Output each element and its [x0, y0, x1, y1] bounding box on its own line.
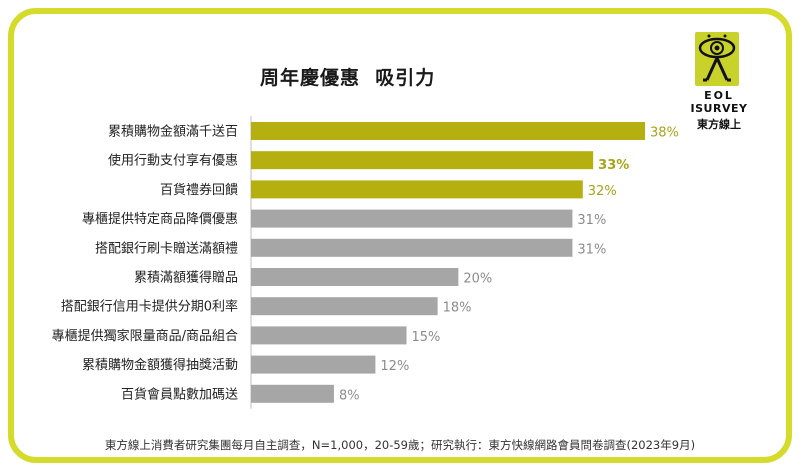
footnote: 東方線上消費者研究集團每月自主調查，N=1,000，20-59歲；研究執行：東方… — [104, 438, 696, 452]
value-label: 8% — [339, 388, 360, 403]
bar — [251, 268, 459, 286]
chart-title: 周年慶優惠 吸引力 — [260, 67, 436, 89]
bar — [251, 326, 407, 345]
bar — [251, 180, 583, 199]
category-label: 搭配銀行信用卡提供分期0利率 — [61, 299, 238, 315]
bar — [251, 151, 594, 170]
logo-text-brand: 東方線上 — [697, 118, 741, 131]
value-label: 20% — [463, 272, 492, 287]
bar — [251, 209, 573, 228]
value-label: 31% — [577, 213, 606, 228]
logo-text-eol: EOL — [704, 89, 734, 102]
bar — [251, 238, 573, 257]
category-label: 使用行動支付享有優惠 — [108, 153, 238, 169]
category-label: 累積購物金額獲得抽獎活動 — [82, 357, 238, 373]
category-label: 專櫃提供特定商品降價優惠 — [82, 211, 238, 227]
logo-text-isurvey: ISURVEY — [690, 102, 748, 115]
value-label: 12% — [380, 359, 409, 374]
category-label: 百貨會員點數加碼送 — [121, 386, 238, 402]
bar — [251, 122, 645, 140]
eol-isurvey-logo: EOL ISURVEY 東方線上 — [683, 32, 755, 134]
value-label: 18% — [443, 301, 472, 316]
value-label: 31% — [577, 242, 606, 257]
category-label: 專櫃提供獨家限量商品/商品組合 — [52, 328, 238, 344]
category-label: 搭配銀行刷卡贈送滿額禮 — [95, 240, 238, 256]
bar — [251, 355, 376, 374]
bar — [251, 297, 438, 316]
chart-frame — [8, 8, 792, 463]
bar — [251, 384, 334, 403]
category-label: 累積購物金額滿千送百 — [108, 124, 238, 140]
value-label: 33% — [598, 158, 629, 173]
category-label: 累積滿額獲得贈品 — [134, 270, 238, 286]
value-label: 38% — [650, 126, 679, 141]
value-label: 32% — [588, 184, 617, 199]
eye-logo-icon — [695, 32, 739, 86]
value-label: 15% — [412, 330, 441, 345]
bars-group: 累積購物金額滿千送百 38% 使用行動支付享有優惠 33% 百貨禮券回饋 32% 專櫃提供特… — [52, 116, 679, 409]
category-label: 百貨禮券回饋 — [160, 182, 238, 198]
